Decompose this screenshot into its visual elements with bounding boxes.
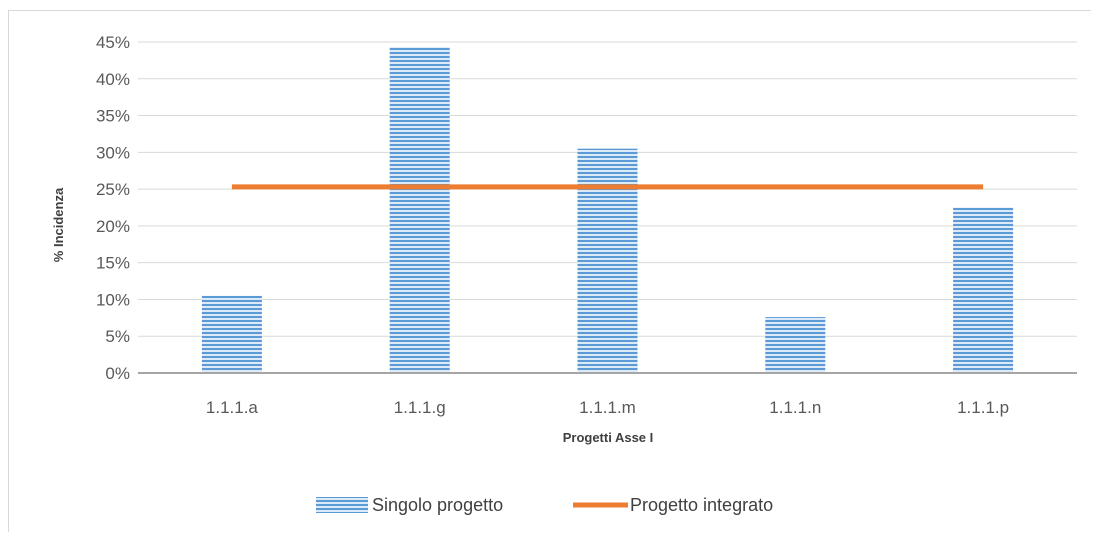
y-tick-label: 45% — [96, 33, 130, 52]
y-tick-label: 15% — [96, 254, 130, 273]
chart-frame — [8, 10, 1091, 532]
y-tick-label: 20% — [96, 217, 130, 236]
x-tick-label: 1.1.1.n — [769, 398, 821, 417]
y-tick-label: 30% — [96, 143, 130, 162]
legend-swatch-singolo-progetto — [316, 497, 368, 513]
bar-1.1.1.g — [389, 47, 450, 373]
legend-label-progetto-integrato: Progetto integrato — [630, 495, 773, 515]
bar-1.1.1.m — [577, 148, 638, 373]
x-tick-label: 1.1.1.m — [579, 398, 636, 417]
y-tick-label: 5% — [105, 327, 130, 346]
y-tick-label: 10% — [96, 290, 130, 309]
y-tick-label: 0% — [105, 364, 130, 383]
y-axis-title: % Incidenza — [51, 187, 66, 262]
x-axis-ticks: 1.1.1.a 1.1.1.g 1.1.1.m 1.1.1.n 1.1.1.p — [206, 398, 1009, 417]
y-tick-label: 40% — [96, 70, 130, 89]
y-tick-label: 25% — [96, 180, 130, 199]
bars-singolo-progetto — [201, 47, 1014, 373]
legend: Singolo progetto Progetto integrato — [316, 495, 773, 515]
bar-1.1.1.a — [201, 295, 262, 373]
bar-1.1.1.p — [953, 207, 1014, 373]
x-tick-label: 1.1.1.g — [394, 398, 446, 417]
legend-label-singolo-progetto: Singolo progetto — [372, 495, 503, 515]
bar-1.1.1.n — [765, 317, 826, 373]
y-tick-label: 35% — [96, 107, 130, 126]
y-axis-ticks: 0% 5% 10% 15% 20% 25% 30% 35% 40% 45% — [96, 33, 130, 383]
x-tick-label: 1.1.1.p — [957, 398, 1009, 417]
x-tick-label: 1.1.1.a — [206, 398, 259, 417]
x-axis-title: Progetti Asse I — [563, 430, 654, 445]
